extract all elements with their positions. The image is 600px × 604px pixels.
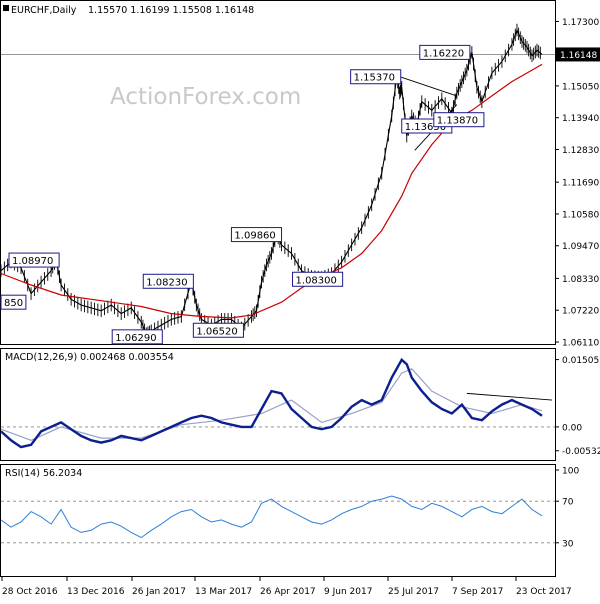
price-label: 1.09860: [234, 231, 275, 242]
rsi-panel-frame: [0, 464, 556, 577]
price-ytick-label: 1.06110: [562, 339, 599, 349]
rsi-ytick-label: 70: [562, 498, 574, 508]
price-label: 1.08230: [146, 277, 187, 288]
rsi-ytick-label: 30: [562, 539, 574, 549]
price-ytick-label: 1.07220: [562, 307, 599, 317]
rsi-header: RSI(14) 56.2034: [5, 468, 82, 479]
watermark: ActionForex.com: [110, 84, 301, 110]
price-ytick-label: 1.10580: [562, 210, 599, 220]
current-price-label: 1.16148: [560, 51, 597, 61]
price-ytick-label: 1.13940: [562, 114, 599, 124]
price-label: 1.08970: [12, 256, 53, 267]
price-ytick-label: 1.15050: [562, 82, 599, 92]
current-price-box: [556, 47, 600, 62]
price-label: 1.06290: [115, 333, 156, 344]
price-header-ohlc: 1.15570 1.16199 1.15508 1.16148: [88, 5, 254, 16]
price-label-box: [350, 69, 402, 85]
price-ytick-label: 1.12830: [562, 146, 599, 156]
rsi-line: [0, 495, 543, 539]
date-label: 26 Jan 2017: [132, 587, 186, 597]
price-label: 1.08300: [296, 275, 337, 286]
date-label: 26 Apr 2017: [260, 587, 316, 597]
price-label: 1.16220: [423, 48, 464, 59]
macd-main-line: [0, 357, 543, 449]
macd-header: MACD(12,26,9) 0.002468 0.003554: [5, 352, 174, 363]
date-label: 13 Mar 2017: [195, 587, 252, 597]
price-label: 1.06520: [196, 326, 237, 337]
date-label: 13 Dec 2016: [67, 587, 125, 597]
price-trendline: [399, 76, 457, 97]
macd-panel-frame: [0, 348, 556, 461]
price-label-box: [230, 227, 283, 243]
price-series-line: [0, 28, 543, 335]
price-label: 850: [4, 298, 23, 309]
date-label: 25 Jul 2017: [388, 587, 439, 597]
price-ytick-label: 1.08330: [562, 275, 599, 285]
macd-trendline: [466, 392, 553, 401]
price-label-box: [111, 329, 163, 345]
price-header-symbol: EURCHF,Daily: [11, 5, 77, 16]
date-label: 23 Oct 2017: [516, 587, 572, 597]
macd-signal-line: [0, 368, 543, 441]
date-label: 9 Jun 2017: [324, 587, 372, 597]
price-label-box: [433, 112, 485, 128]
price-ytick-label: 1.11690: [562, 179, 599, 189]
price-label-box: [292, 271, 344, 287]
date-label: 28 Oct 2016: [2, 587, 58, 597]
price-ytick-label: 1.17300: [562, 18, 599, 28]
rsi-ytick-label: 100: [562, 467, 579, 477]
price-label-box: [142, 273, 194, 289]
chart-marks: 1.173001.161601.150501.139401.128301.116…: [0, 18, 600, 597]
price-ytick-label: 1.09470: [562, 242, 599, 252]
price-panel-frame: [0, 0, 556, 345]
date-label: 7 Sep 2017: [452, 587, 503, 597]
macd-ytick-label: 0.015052: [562, 356, 600, 366]
macd-ytick-label: 0.00: [562, 423, 582, 433]
price-header: EURCHF,Daily 1.15570 1.16199 1.15508 1.1…: [3, 5, 254, 16]
price-label-box: [192, 322, 244, 338]
price-label: 1.13650: [405, 122, 446, 133]
price-label-box: [8, 252, 60, 268]
price-label-box: [0, 294, 27, 310]
price-label-box: [419, 44, 471, 60]
price-label: 1.13870: [437, 116, 478, 127]
price-label: 1.15370: [354, 73, 395, 84]
price-header-marker-icon: [3, 5, 9, 11]
